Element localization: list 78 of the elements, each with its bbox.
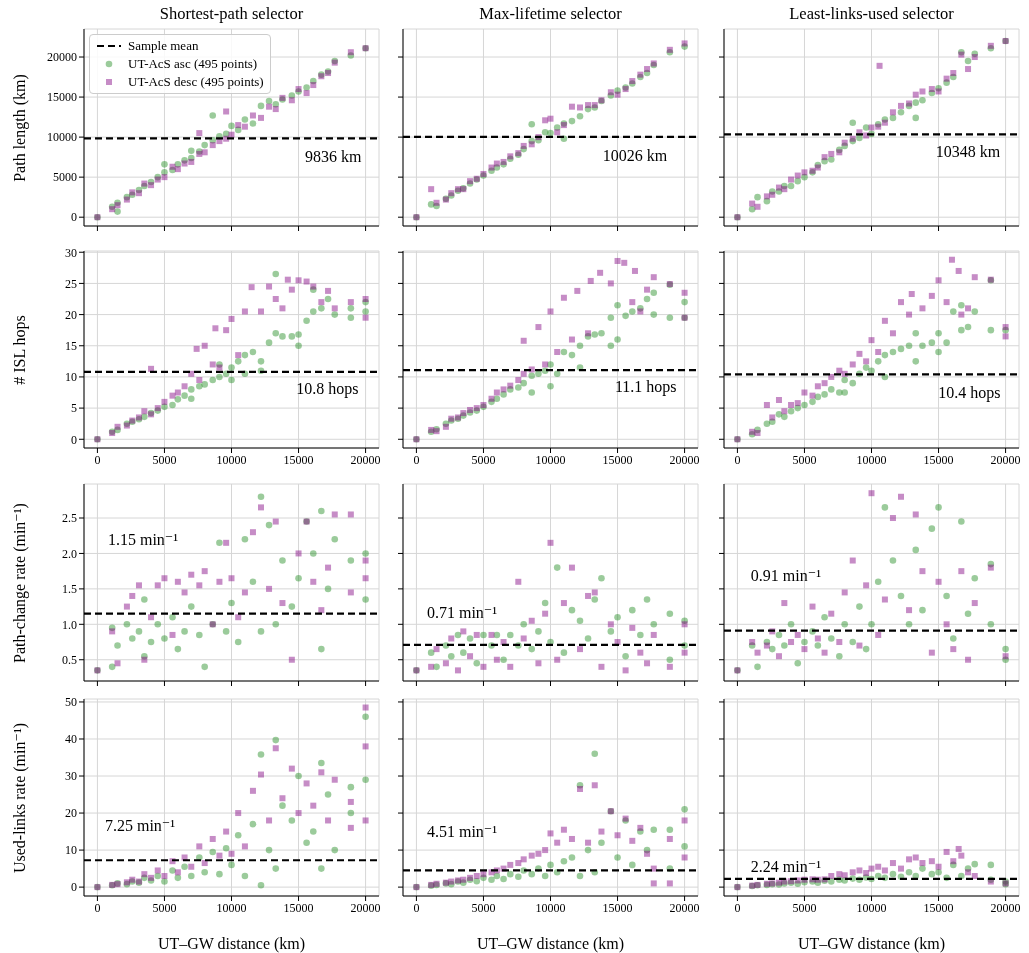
y-tick-label: 20 (65, 307, 77, 322)
x-tick-label: 15000 (602, 452, 633, 467)
annotation: 11.1 hops (614, 376, 677, 396)
y-tick-label: 1.0 (62, 617, 77, 632)
x-tick-label: 20000 (669, 900, 700, 915)
y-tick-label: 10 (65, 843, 77, 858)
y-tick-label: 30 (65, 245, 77, 260)
y-tick-label: 0 (71, 210, 77, 225)
x-tick-label: 10000 (535, 900, 566, 915)
annotation: 4.51 min⁻¹ (426, 821, 498, 841)
x-tick-label: 15000 (602, 900, 633, 915)
chart-title: Shortest-path selector (158, 4, 305, 24)
x-tick-label: 15000 (283, 452, 314, 467)
x-tick-label: 0 (413, 900, 420, 915)
x-tick-label: 5000 (471, 452, 496, 467)
x-tick-label: 10000 (216, 900, 247, 915)
x-tick-label: 0 (413, 452, 420, 467)
annotation: 10.8 hops (296, 378, 359, 398)
annotation: 10348 km (935, 141, 1001, 161)
x-tick-label: 20000 (350, 900, 381, 915)
y-tick-label: 0 (71, 432, 77, 447)
y-axis-title: Path-change rate (min⁻¹) (10, 501, 30, 665)
x-tick-label: 10000 (535, 452, 566, 467)
legend-label: UT-AcS desc (495 points) (128, 74, 264, 90)
x-tick-label: 20000 (990, 900, 1021, 915)
y-tick-label: 40 (65, 732, 77, 747)
annotation: 10.4 hops (938, 382, 1001, 402)
annotation: 0.91 min⁻¹ (750, 565, 822, 585)
y-tick-label: 0 (71, 880, 77, 895)
y-tick-label: 20000 (47, 50, 77, 65)
x-tick-label: 15000 (923, 452, 954, 467)
x-axis-title: UT–GW distance (km) (796, 934, 947, 953)
y-tick-label: 2.0 (62, 546, 77, 561)
y-tick-label: 2.5 (62, 511, 77, 526)
x-tick-label: 15000 (283, 900, 314, 915)
annotation: 9836 km (305, 146, 362, 166)
chart-title: Least-links-used selector (788, 4, 955, 24)
chart-title: Max-lifetime selector (478, 4, 623, 24)
y-axis-title: Used-links rate (min⁻¹) (10, 721, 30, 875)
legend-label: UT-AcS asc (495 points) (128, 56, 258, 72)
y-tick-label: 10 (65, 370, 77, 385)
y-tick-label: 15 (65, 339, 77, 354)
y-tick-label: 30 (65, 769, 77, 784)
y-tick-label: 25 (65, 276, 77, 291)
annotation: 2.24 min⁻¹ (750, 856, 822, 876)
x-axis-title: UT–GW distance (km) (475, 934, 626, 953)
x-tick-label: 10000 (216, 452, 247, 467)
y-tick-label: 1.5 (62, 582, 77, 597)
x-tick-label: 15000 (923, 900, 954, 915)
x-tick-label: 0 (94, 900, 101, 915)
x-tick-label: 5000 (792, 452, 817, 467)
y-tick-label: 20 (65, 806, 77, 821)
x-tick-label: 10000 (856, 452, 887, 467)
x-tick-label: 5000 (471, 900, 496, 915)
x-tick-label: 0 (94, 452, 101, 467)
x-tick-label: 5000 (792, 900, 817, 915)
x-tick-label: 20000 (990, 452, 1021, 467)
annotation: 7.25 min⁻¹ (104, 815, 176, 835)
y-axis-title: Path length (km) (10, 72, 30, 184)
x-tick-label: 20000 (350, 452, 381, 467)
legend-label: Sample mean (128, 38, 199, 54)
x-tick-label: 0 (734, 900, 741, 915)
y-tick-label: 15000 (47, 90, 77, 105)
x-tick-label: 5000 (152, 452, 177, 467)
y-axis-title: # ISL hops (10, 313, 30, 387)
x-tick-label: 0 (734, 452, 741, 467)
y-tick-label: 5000 (53, 170, 77, 185)
y-tick-label: 0.5 (62, 653, 77, 667)
x-tick-label: 5000 (152, 900, 177, 915)
x-tick-label: 10000 (856, 900, 887, 915)
y-tick-label: 50 (65, 695, 77, 710)
y-tick-label: 10000 (47, 130, 77, 145)
x-tick-label: 20000 (669, 452, 700, 467)
y-tick-label: 5 (71, 401, 77, 416)
annotation: 1.15 min⁻¹ (107, 529, 179, 549)
annotation: 10026 km (602, 145, 668, 165)
annotation: 0.71 min⁻¹ (426, 602, 498, 622)
x-axis-title: UT–GW distance (km) (156, 934, 307, 953)
